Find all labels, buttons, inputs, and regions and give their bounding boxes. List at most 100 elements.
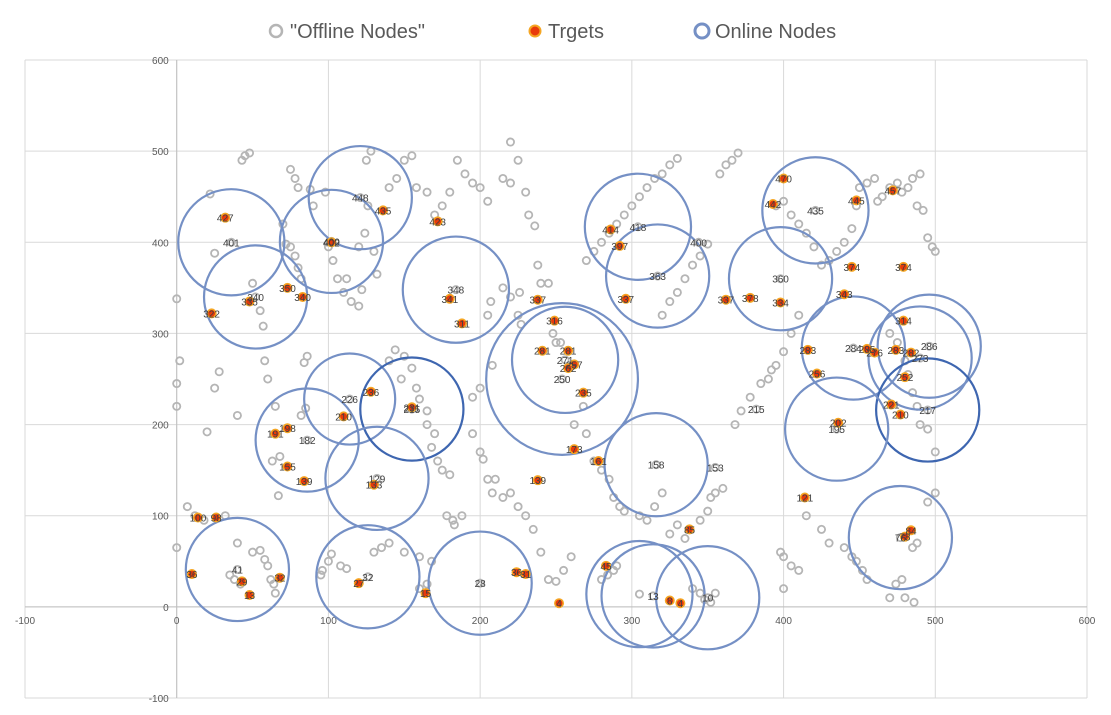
- online-node-label: 217: [919, 406, 936, 417]
- target-label: 85: [684, 525, 696, 536]
- legend-targets-marker: [530, 26, 541, 37]
- offline-node-point: [454, 157, 461, 164]
- target-label: 139: [529, 476, 546, 487]
- offline-node-point: [507, 489, 514, 496]
- target-label: 335: [241, 298, 258, 309]
- online-node-label: 41: [232, 565, 244, 576]
- online-node-label: 10: [702, 594, 714, 605]
- targets-series: [188, 174, 916, 607]
- offline-node-point: [439, 202, 446, 209]
- x-tick-label: -100: [15, 616, 35, 627]
- offline-node-point: [757, 380, 764, 387]
- offline-node-point: [408, 152, 415, 159]
- offline-node-point: [795, 312, 802, 319]
- offline-node-point: [484, 476, 491, 483]
- offline-node-point: [363, 157, 370, 164]
- offline-node-point: [825, 539, 832, 546]
- legend-online-label: Online Nodes: [715, 21, 836, 43]
- offline-node-point: [461, 170, 468, 177]
- offline-node-point: [392, 346, 399, 353]
- target-label: 276: [866, 349, 883, 360]
- y-tick-label: 0: [163, 603, 169, 614]
- target-label: 139: [296, 477, 313, 488]
- target-label: 155: [279, 462, 296, 473]
- offline-node-point: [659, 312, 666, 319]
- target-label: 341: [441, 295, 458, 306]
- target-label: 231: [404, 403, 421, 414]
- target-label: 374: [843, 263, 860, 274]
- offline-node-point: [469, 394, 476, 401]
- x-tick-label: 300: [624, 616, 641, 627]
- offline-node-point: [343, 275, 350, 282]
- offline-node-point: [276, 453, 283, 460]
- offline-node-point: [514, 157, 521, 164]
- target-label: 337: [718, 296, 735, 307]
- target-label: 427: [217, 214, 234, 225]
- offline-node-point: [848, 225, 855, 232]
- offline-node-point: [451, 521, 458, 528]
- x-tick-label: 0: [174, 616, 180, 627]
- offline-node-point: [765, 375, 772, 382]
- offline-node-point: [211, 385, 218, 392]
- online-node-label: 153: [707, 463, 724, 474]
- offline-node-point: [257, 547, 264, 554]
- online-node-label: 363: [649, 272, 666, 283]
- offline-node-point: [537, 280, 544, 287]
- target-label: 15: [420, 589, 432, 600]
- offline-node-point: [386, 184, 393, 191]
- x-tick-label: 500: [927, 616, 944, 627]
- offline-node-point: [446, 189, 453, 196]
- legend-offline-label: "Offline Nodes": [290, 21, 425, 43]
- offline-node-point: [428, 444, 435, 451]
- offline-node-point: [788, 211, 795, 218]
- offline-node-point: [272, 403, 279, 410]
- offline-node-point: [636, 193, 643, 200]
- offline-node-point: [234, 412, 241, 419]
- target-label: 13: [244, 591, 256, 602]
- offline-node-point: [818, 526, 825, 533]
- offline-node-point: [469, 430, 476, 437]
- legend-offline-marker: [270, 25, 282, 37]
- offline-node-point: [264, 375, 271, 382]
- target-label: 8: [667, 596, 673, 607]
- offline-node-point: [841, 544, 848, 551]
- offline-node-point: [659, 489, 666, 496]
- offline-node-point: [516, 289, 523, 296]
- online-node-label: 360: [772, 275, 789, 286]
- online-node-label: 182: [299, 436, 316, 447]
- offline-node-point: [514, 503, 521, 510]
- x-tick-label: 200: [472, 616, 489, 627]
- offline-node-point: [176, 357, 183, 364]
- target-label: 282: [903, 349, 920, 360]
- offline-node-point: [499, 175, 506, 182]
- target-label: 435: [375, 206, 392, 217]
- target-label: 32: [274, 574, 286, 585]
- online-node-label: 215: [748, 405, 765, 416]
- target-label: 191: [267, 430, 284, 441]
- target-label: 337: [617, 295, 634, 306]
- offline-node-point: [386, 539, 393, 546]
- target-label: 133: [366, 481, 383, 492]
- x-tick-label: 400: [775, 616, 792, 627]
- target-label: 210: [335, 412, 352, 423]
- target-label: 281: [534, 347, 551, 358]
- target-label: 402: [323, 238, 340, 249]
- offline-node-point: [545, 576, 552, 583]
- offline-node-point: [910, 599, 917, 606]
- offline-node-point: [666, 161, 673, 168]
- online-node-point: [636, 590, 643, 597]
- y-tick-label: 200: [152, 421, 169, 432]
- offline-node-point: [264, 562, 271, 569]
- online-node-label: 250: [554, 375, 571, 386]
- target-label: 121: [796, 493, 813, 504]
- offline-node-point: [737, 407, 744, 414]
- target-label: 252: [897, 373, 914, 384]
- offline-node-point: [917, 170, 924, 177]
- target-label: 442: [765, 200, 782, 211]
- offline-node-point: [413, 184, 420, 191]
- offline-node-point: [689, 261, 696, 268]
- offline-node-point: [431, 430, 438, 437]
- legend: "Offline Nodes" Trgets Online Nodes: [270, 21, 836, 43]
- offline-node-point: [924, 426, 931, 433]
